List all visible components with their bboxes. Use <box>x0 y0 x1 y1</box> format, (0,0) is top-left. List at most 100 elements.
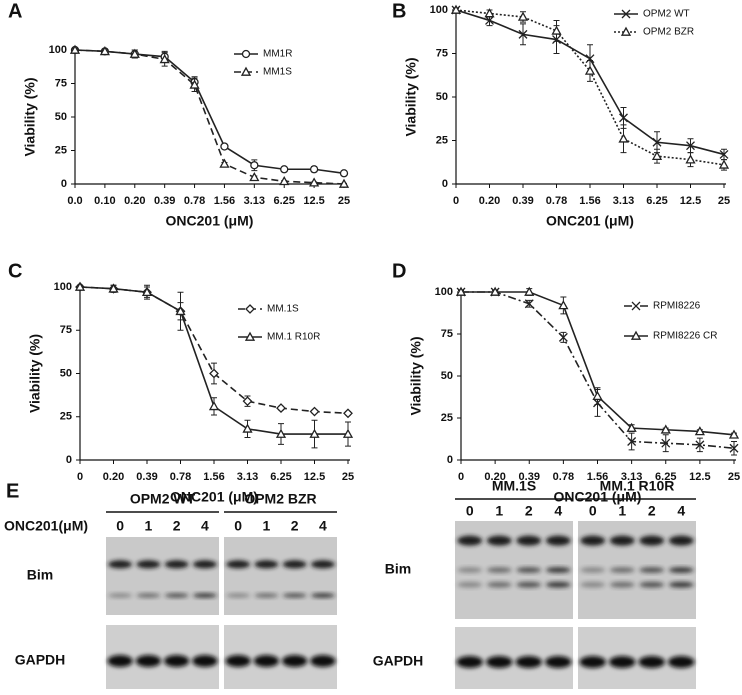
marker <box>490 286 501 296</box>
marker <box>455 286 467 296</box>
x-tick-label: 0 <box>458 471 464 483</box>
marker <box>652 137 662 147</box>
lane-label: 0 <box>116 518 124 534</box>
panel-label: B <box>392 0 406 22</box>
lane-label: 2 <box>525 503 533 519</box>
legend-label: OPM2 BZR <box>643 27 694 38</box>
marker <box>342 428 354 438</box>
lane-label: 0 <box>234 518 242 534</box>
band <box>486 567 512 573</box>
band <box>580 581 606 588</box>
x-axis-label: ONC201 (μM) <box>170 489 258 505</box>
lane-label: 1 <box>618 503 626 519</box>
marker <box>619 113 628 123</box>
marker <box>517 11 529 21</box>
marker <box>651 150 663 161</box>
row-label: GAPDH <box>15 652 66 668</box>
band <box>639 581 665 588</box>
band <box>311 593 335 598</box>
x-axis-label: ONC201 (μM) <box>546 213 634 229</box>
x-tick-label: 0.78 <box>170 471 191 483</box>
marker <box>343 408 353 419</box>
legend-label: MM1R <box>263 49 292 60</box>
y-tick-label: 25 <box>55 144 67 156</box>
legend-marker <box>240 66 252 76</box>
marker <box>69 44 81 54</box>
band <box>193 593 217 598</box>
band <box>282 560 307 569</box>
series-line <box>455 9 725 166</box>
lane-label: 2 <box>291 518 299 534</box>
lane-label: 4 <box>677 503 685 519</box>
x-tick-label: 0.39 <box>512 195 533 207</box>
band <box>311 560 335 569</box>
series-line <box>79 286 349 415</box>
marker <box>485 15 494 25</box>
lane-label: 4 <box>201 518 209 534</box>
band <box>608 656 636 668</box>
marker <box>219 158 230 168</box>
marker <box>685 154 696 164</box>
y-tick-label: 75 <box>441 328 453 340</box>
band <box>639 535 665 546</box>
band <box>667 656 695 668</box>
band <box>580 567 606 573</box>
band <box>668 567 694 573</box>
y-tick-label: 100 <box>49 44 67 56</box>
lane-label: 1 <box>144 518 152 534</box>
band <box>226 560 250 569</box>
band <box>516 567 542 573</box>
blot-bim <box>224 537 337 615</box>
marker <box>309 165 319 174</box>
x-tick-label: 25 <box>338 195 350 207</box>
band <box>545 535 571 546</box>
band <box>457 567 483 573</box>
legend-label: MM1S <box>263 67 292 78</box>
y-tick-label: 0 <box>442 178 448 190</box>
x-tick-label: 0.78 <box>546 195 567 207</box>
band <box>516 581 542 588</box>
band <box>545 567 571 573</box>
lane-label: 0 <box>466 503 474 519</box>
x-tick-label: 6.25 <box>274 195 295 207</box>
band <box>668 535 694 546</box>
legend-marker <box>241 49 251 59</box>
marker <box>189 79 200 89</box>
panel-label: A <box>8 0 22 22</box>
x-tick-label: 6.25 <box>646 195 667 207</box>
band <box>226 593 250 598</box>
marker <box>660 424 671 434</box>
x-tick-label: 0.20 <box>479 195 500 207</box>
x-tick-label: 0.10 <box>94 195 115 207</box>
x-tick-label: 6.25 <box>655 471 676 483</box>
band <box>486 535 512 546</box>
x-tick-label: 0 <box>77 471 83 483</box>
y-tick-label: 75 <box>55 77 67 89</box>
legend-marker <box>631 301 641 311</box>
x-tick-label: 0.39 <box>136 471 157 483</box>
group-label: OPM2 BZR <box>244 491 316 507</box>
marker <box>99 46 110 56</box>
y-tick-label: 25 <box>436 134 448 146</box>
band <box>639 567 665 573</box>
marker <box>618 133 629 143</box>
marker <box>686 141 695 151</box>
marker <box>175 305 186 316</box>
marker <box>129 48 140 58</box>
y-axis-label: Viability (%) <box>22 77 38 156</box>
x-tick-label: 1.56 <box>587 471 608 483</box>
x-tick-label: 25 <box>718 195 730 207</box>
legend-label: OPM2 WT <box>643 9 690 20</box>
marker <box>159 54 170 64</box>
x-tick-label: 3.13 <box>621 471 642 483</box>
x-tick-label: 12.5 <box>689 471 710 483</box>
marker <box>250 161 259 170</box>
y-tick-label: 100 <box>435 286 453 298</box>
x-axis-label: ONC201 (μM) <box>166 213 254 229</box>
marker <box>338 178 350 188</box>
marker <box>108 283 119 293</box>
marker <box>584 65 596 75</box>
y-tick-label: 25 <box>60 411 72 423</box>
y-tick-label: 50 <box>441 370 453 382</box>
y-tick-label: 50 <box>55 111 67 123</box>
